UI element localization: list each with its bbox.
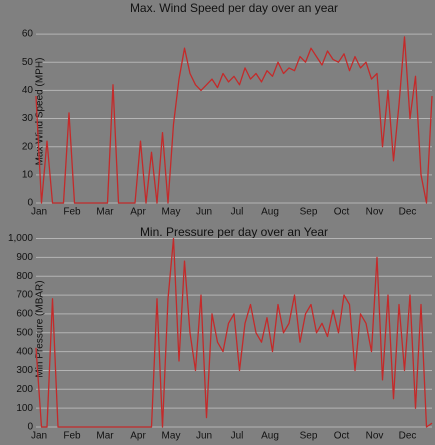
y-tick-label: 40 bbox=[22, 85, 34, 96]
x-tick-label: Aug bbox=[261, 207, 279, 218]
y-tick-label: 60 bbox=[22, 29, 34, 40]
y-tick-label: 50 bbox=[22, 57, 34, 68]
y-tick-label: 600 bbox=[16, 309, 33, 320]
y-tick-label: 1,000 bbox=[8, 233, 33, 244]
y-tick-label: 200 bbox=[16, 384, 33, 395]
y-tick-label: 0 bbox=[27, 198, 33, 209]
x-tick-label: May bbox=[162, 431, 181, 442]
x-tick-label: Nov bbox=[366, 431, 384, 442]
x-tick-label: Mar bbox=[96, 207, 114, 218]
data-line bbox=[35, 36, 433, 204]
y-tick-label: 900 bbox=[16, 252, 33, 263]
y-tick-label: 30 bbox=[22, 113, 34, 124]
x-tick-label: Dec bbox=[399, 207, 417, 218]
x-tick-label: Jun bbox=[196, 207, 212, 218]
y-tick-label: 400 bbox=[16, 346, 33, 357]
y-tick-label: 100 bbox=[16, 403, 33, 414]
y-tick-label: 10 bbox=[22, 169, 34, 180]
x-tick-label: Nov bbox=[366, 207, 384, 218]
data-line bbox=[35, 237, 433, 428]
x-tick-label: Jun bbox=[196, 431, 212, 442]
y-tick-label: 300 bbox=[16, 365, 33, 376]
x-tick-label: May bbox=[162, 207, 181, 218]
y-tick-label: 800 bbox=[16, 271, 33, 282]
x-tick-label: Dec bbox=[399, 431, 417, 442]
x-tick-label: Jan bbox=[31, 431, 47, 442]
chart-title: Max. Wind Speed per day over an year bbox=[130, 1, 338, 15]
x-tick-label: Apr bbox=[130, 207, 146, 218]
x-tick-label: Feb bbox=[63, 207, 81, 218]
y-axis-label: Max Wind Speed (MPH) bbox=[35, 58, 46, 166]
y-tick-label: 0 bbox=[27, 422, 33, 433]
y-tick-label: 700 bbox=[16, 290, 33, 301]
chart-title: Min. Pressure per day over an Year bbox=[140, 225, 328, 239]
y-axis-label: Min Pressure (MBAR) bbox=[35, 280, 46, 377]
x-tick-label: Sep bbox=[300, 431, 318, 442]
x-tick-label: Jul bbox=[231, 431, 244, 442]
x-tick-label: Oct bbox=[334, 431, 350, 442]
x-tick-label: Apr bbox=[130, 431, 146, 442]
x-tick-label: Mar bbox=[96, 431, 114, 442]
x-tick-label: Aug bbox=[261, 431, 279, 442]
x-tick-label: Oct bbox=[334, 207, 350, 218]
x-tick-label: Sep bbox=[300, 207, 318, 218]
x-tick-label: Jul bbox=[231, 207, 244, 218]
x-tick-label: Jan bbox=[31, 207, 47, 218]
y-tick-label: 20 bbox=[22, 141, 34, 152]
x-tick-label: Feb bbox=[63, 431, 81, 442]
y-tick-label: 500 bbox=[16, 327, 33, 338]
